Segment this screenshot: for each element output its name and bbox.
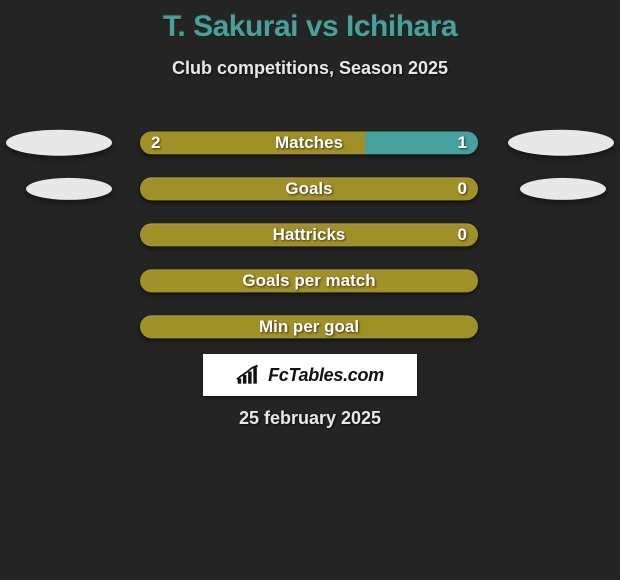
stat-right-value: 0 [458, 224, 467, 244]
stat-label: Goals per match [140, 270, 478, 290]
stat-bar: Goals per match [140, 269, 478, 292]
right-team-icon [508, 130, 614, 156]
page-subtitle: Club competitions, Season 2025 [0, 58, 620, 79]
right-team-icon [520, 178, 606, 200]
stat-right-value: 1 [458, 132, 467, 152]
stat-label: Matches [140, 132, 478, 152]
stat-row-goals: Goals0 [0, 167, 620, 213]
stat-left-value: 2 [151, 132, 160, 152]
stat-row-hattricks: Hattricks0 [0, 213, 620, 259]
left-team-icon [26, 178, 112, 200]
stat-row-gpm: Goals per match [0, 259, 620, 305]
chart-bars-icon [236, 364, 262, 386]
stat-label: Goals [140, 178, 478, 198]
stat-label: Hattricks [140, 224, 478, 244]
stat-label: Min per goal [140, 316, 478, 336]
stat-right-value: 0 [458, 178, 467, 198]
comparison-card: T. Sakurai vs Ichihara Club competitions… [0, 0, 620, 580]
stat-row-matches: Matches2 1 [0, 121, 620, 167]
brand-badge: FcTables.com [203, 354, 417, 396]
stat-bar: Min per goal [140, 315, 478, 338]
stat-bar: Hattricks0 [140, 223, 478, 246]
stat-bar: Matches2 1 [140, 131, 478, 154]
stat-row-mpg: Min per goal [0, 305, 620, 351]
left-team-icon [6, 130, 112, 156]
page-title: T. Sakurai vs Ichihara [0, 0, 620, 44]
date-label: 25 february 2025 [0, 408, 620, 429]
brand-label: FcTables.com [268, 365, 384, 386]
stat-rows: Matches21Goals0Hattricks0Goals per match… [0, 121, 620, 351]
stat-bar: Goals0 [140, 177, 478, 200]
